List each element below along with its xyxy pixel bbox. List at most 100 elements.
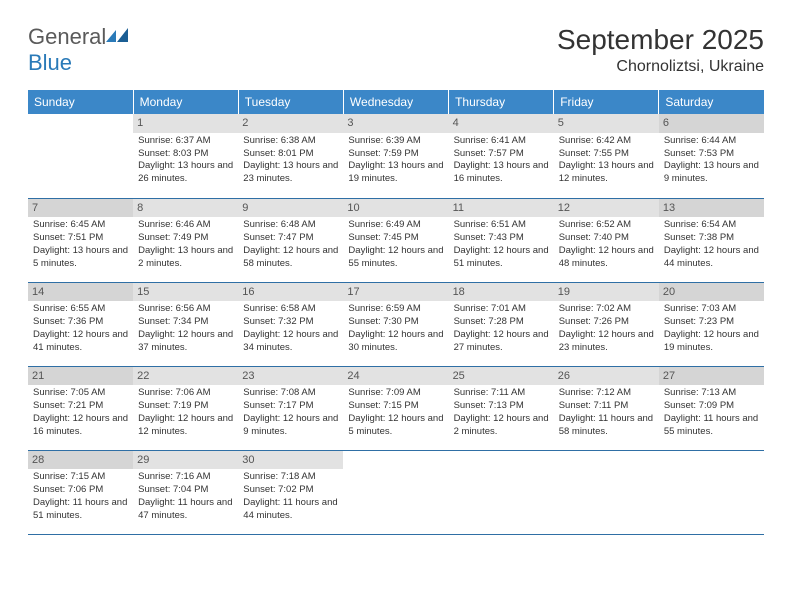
sunrise-text: Sunrise: 6:44 AM xyxy=(664,135,759,148)
sunrise-text: Sunrise: 6:52 AM xyxy=(559,219,654,232)
sunrise-text: Sunrise: 7:08 AM xyxy=(243,387,338,400)
sunrise-text: Sunrise: 6:58 AM xyxy=(243,303,338,316)
sunrise-text: Sunrise: 7:06 AM xyxy=(138,387,233,400)
calendar-row: 7Sunrise: 6:45 AMSunset: 7:51 PMDaylight… xyxy=(28,198,764,282)
daylight-text: Daylight: 12 hours and 34 minutes. xyxy=(243,329,338,355)
day-number: 17 xyxy=(343,283,448,302)
sunrise-text: Sunrise: 7:16 AM xyxy=(138,471,233,484)
weekday-header: Thursday xyxy=(449,90,554,114)
daylight-text: Daylight: 12 hours and 19 minutes. xyxy=(664,329,759,355)
daylight-text: Daylight: 12 hours and 48 minutes. xyxy=(559,245,654,271)
calendar-row: 21Sunrise: 7:05 AMSunset: 7:21 PMDayligh… xyxy=(28,366,764,450)
day-number: 2 xyxy=(238,114,343,133)
daylight-text: Daylight: 13 hours and 19 minutes. xyxy=(348,160,443,186)
calendar-cell: 3Sunrise: 6:39 AMSunset: 7:59 PMDaylight… xyxy=(343,114,448,198)
day-number: 16 xyxy=(238,283,343,302)
calendar-table: Sunday Monday Tuesday Wednesday Thursday… xyxy=(28,90,764,535)
daylight-text: Daylight: 13 hours and 12 minutes. xyxy=(559,160,654,186)
sunset-text: Sunset: 7:38 PM xyxy=(664,232,759,245)
calendar-cell: 18Sunrise: 7:01 AMSunset: 7:28 PMDayligh… xyxy=(449,282,554,366)
daylight-text: Daylight: 12 hours and 23 minutes. xyxy=(559,329,654,355)
daylight-text: Daylight: 12 hours and 9 minutes. xyxy=(243,413,338,439)
calendar-cell: 5Sunrise: 6:42 AMSunset: 7:55 PMDaylight… xyxy=(554,114,659,198)
sunset-text: Sunset: 7:26 PM xyxy=(559,316,654,329)
sunrise-text: Sunrise: 6:51 AM xyxy=(454,219,549,232)
day-number: 26 xyxy=(554,367,659,386)
sunset-text: Sunset: 7:55 PM xyxy=(559,148,654,161)
daylight-text: Daylight: 11 hours and 55 minutes. xyxy=(664,413,759,439)
sunrise-text: Sunrise: 7:11 AM xyxy=(454,387,549,400)
calendar-cell: 1Sunrise: 6:37 AMSunset: 8:03 PMDaylight… xyxy=(133,114,238,198)
calendar-cell: 6Sunrise: 6:44 AMSunset: 7:53 PMDaylight… xyxy=(659,114,764,198)
calendar-cell: 29Sunrise: 7:16 AMSunset: 7:04 PMDayligh… xyxy=(133,450,238,534)
sunset-text: Sunset: 7:32 PM xyxy=(243,316,338,329)
daylight-text: Daylight: 12 hours and 37 minutes. xyxy=(138,329,233,355)
day-number: 30 xyxy=(238,451,343,470)
location: Chornoliztsi, Ukraine xyxy=(557,58,764,76)
weekday-header-row: Sunday Monday Tuesday Wednesday Thursday… xyxy=(28,90,764,114)
calendar-row: 14Sunrise: 6:55 AMSunset: 7:36 PMDayligh… xyxy=(28,282,764,366)
weekday-header: Friday xyxy=(554,90,659,114)
day-number: 14 xyxy=(28,283,133,302)
sunrise-text: Sunrise: 7:12 AM xyxy=(559,387,654,400)
sunset-text: Sunset: 7:57 PM xyxy=(454,148,549,161)
sunset-text: Sunset: 7:06 PM xyxy=(33,484,128,497)
sunrise-text: Sunrise: 6:39 AM xyxy=(348,135,443,148)
calendar-cell: 20Sunrise: 7:03 AMSunset: 7:23 PMDayligh… xyxy=(659,282,764,366)
daylight-text: Daylight: 12 hours and 30 minutes. xyxy=(348,329,443,355)
sunrise-text: Sunrise: 6:55 AM xyxy=(33,303,128,316)
sunset-text: Sunset: 7:45 PM xyxy=(348,232,443,245)
daylight-text: Daylight: 12 hours and 5 minutes. xyxy=(348,413,443,439)
day-number: 4 xyxy=(449,114,554,133)
daylight-text: Daylight: 12 hours and 58 minutes. xyxy=(243,245,338,271)
calendar-cell: 15Sunrise: 6:56 AMSunset: 7:34 PMDayligh… xyxy=(133,282,238,366)
sunrise-text: Sunrise: 6:38 AM xyxy=(243,135,338,148)
calendar-cell: 13Sunrise: 6:54 AMSunset: 7:38 PMDayligh… xyxy=(659,198,764,282)
sunrise-text: Sunrise: 7:03 AM xyxy=(664,303,759,316)
sunset-text: Sunset: 7:40 PM xyxy=(559,232,654,245)
day-number: 12 xyxy=(554,199,659,218)
sunset-text: Sunset: 7:43 PM xyxy=(454,232,549,245)
weekday-header: Wednesday xyxy=(343,90,448,114)
day-number: 13 xyxy=(659,199,764,218)
sunset-text: Sunset: 8:01 PM xyxy=(243,148,338,161)
sunset-text: Sunset: 7:23 PM xyxy=(664,316,759,329)
weekday-header: Monday xyxy=(133,90,238,114)
day-number: 25 xyxy=(449,367,554,386)
sunrise-text: Sunrise: 6:59 AM xyxy=(348,303,443,316)
sunrise-text: Sunrise: 6:54 AM xyxy=(664,219,759,232)
day-number: 21 xyxy=(28,367,133,386)
daylight-text: Daylight: 11 hours and 47 minutes. xyxy=(138,497,233,523)
sunrise-text: Sunrise: 7:02 AM xyxy=(559,303,654,316)
day-number: 6 xyxy=(659,114,764,133)
day-number: 23 xyxy=(238,367,343,386)
daylight-text: Daylight: 13 hours and 2 minutes. xyxy=(138,245,233,271)
weekday-header: Tuesday xyxy=(238,90,343,114)
calendar-cell: 9Sunrise: 6:48 AMSunset: 7:47 PMDaylight… xyxy=(238,198,343,282)
sunrise-text: Sunrise: 6:49 AM xyxy=(348,219,443,232)
sunset-text: Sunset: 7:28 PM xyxy=(454,316,549,329)
logo-word1: General xyxy=(28,24,106,49)
sunrise-text: Sunrise: 6:46 AM xyxy=(138,219,233,232)
day-number: 27 xyxy=(659,367,764,386)
calendar-cell: 4Sunrise: 6:41 AMSunset: 7:57 PMDaylight… xyxy=(449,114,554,198)
day-number: 15 xyxy=(133,283,238,302)
sunset-text: Sunset: 7:51 PM xyxy=(33,232,128,245)
calendar-cell: 7Sunrise: 6:45 AMSunset: 7:51 PMDaylight… xyxy=(28,198,133,282)
sunrise-text: Sunrise: 6:41 AM xyxy=(454,135,549,148)
calendar-cell: 11Sunrise: 6:51 AMSunset: 7:43 PMDayligh… xyxy=(449,198,554,282)
sunrise-text: Sunrise: 6:48 AM xyxy=(243,219,338,232)
sunrise-text: Sunrise: 7:01 AM xyxy=(454,303,549,316)
logo-word2: Blue xyxy=(28,50,72,75)
sunrise-text: Sunrise: 6:56 AM xyxy=(138,303,233,316)
sunset-text: Sunset: 7:17 PM xyxy=(243,400,338,413)
day-number: 7 xyxy=(28,199,133,218)
sunset-text: Sunset: 7:13 PM xyxy=(454,400,549,413)
daylight-text: Daylight: 13 hours and 5 minutes. xyxy=(33,245,128,271)
daylight-text: Daylight: 12 hours and 27 minutes. xyxy=(454,329,549,355)
sunset-text: Sunset: 8:03 PM xyxy=(138,148,233,161)
calendar-cell: 8Sunrise: 6:46 AMSunset: 7:49 PMDaylight… xyxy=(133,198,238,282)
calendar-row: 28Sunrise: 7:15 AMSunset: 7:06 PMDayligh… xyxy=(28,450,764,534)
calendar-cell: 22Sunrise: 7:06 AMSunset: 7:19 PMDayligh… xyxy=(133,366,238,450)
header: General Blue September 2025 Chornoliztsi… xyxy=(28,24,764,76)
